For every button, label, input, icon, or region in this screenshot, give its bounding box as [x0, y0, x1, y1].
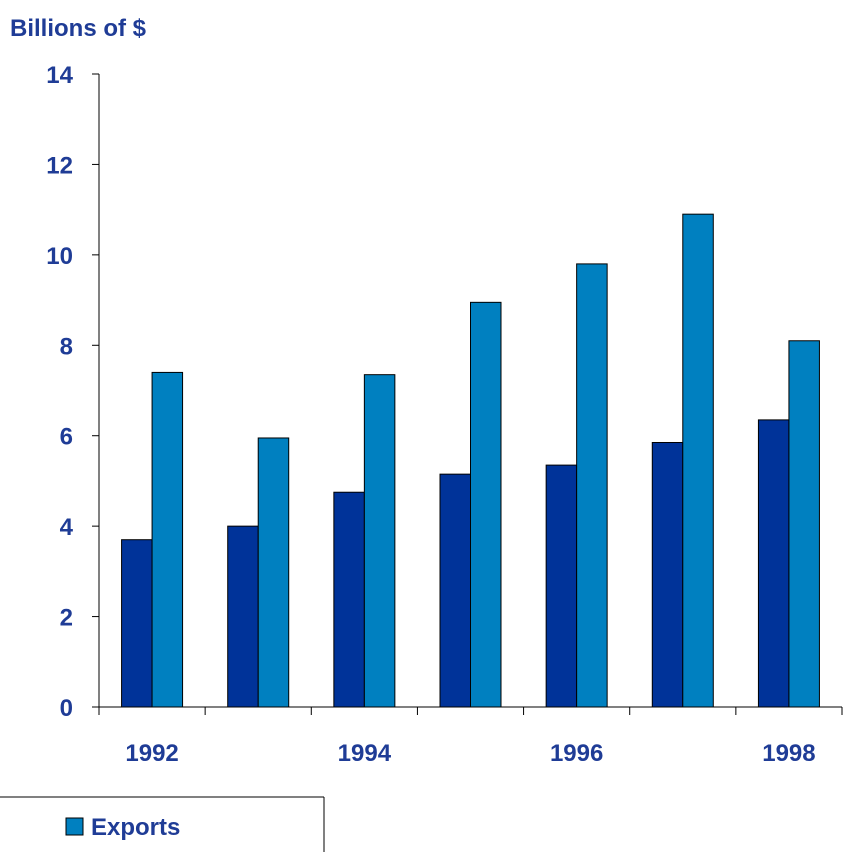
- x-tick-label: 1998: [762, 740, 815, 767]
- y-tick-label: 6: [60, 424, 73, 451]
- bar-exports-1997: [682, 213, 714, 708]
- bar-exports-1993: [257, 437, 290, 708]
- y-tick-label: 10: [46, 243, 73, 270]
- bar-exports-1996: [576, 263, 608, 708]
- legend-label-exports: Exports: [91, 814, 180, 841]
- bar-series-1-1997: [651, 441, 684, 708]
- x-tick-label: 1996: [550, 740, 603, 767]
- y-tick-label: 0: [60, 695, 73, 722]
- bar-exports-1994: [363, 374, 396, 708]
- x-axis-ticks: 1992 1994 1996 1998: [98, 707, 843, 767]
- legend-swatch-exports: [65, 817, 84, 836]
- bar-exports-1995: [470, 301, 502, 708]
- bar-series-1-1993: [227, 525, 259, 708]
- y-tick-label: 14: [46, 62, 73, 89]
- y-tick-label: 2: [60, 605, 73, 632]
- bar-series-1-1998: [757, 419, 790, 708]
- bar-series-1-1994: [333, 491, 365, 708]
- y-axis-ticks: 0 2 4 6 8 10 12 14: [46, 62, 99, 722]
- y-tick-label: 4: [60, 514, 74, 541]
- bars: [121, 213, 820, 708]
- bar-series-1-1996: [545, 464, 578, 708]
- x-tick-label: 1994: [338, 740, 392, 767]
- bar-exports-1992: [151, 371, 184, 708]
- y-tick-label: 12: [46, 152, 73, 179]
- y-tick-label: 8: [60, 333, 73, 360]
- bar-series-1-1995: [439, 473, 471, 708]
- legend: Exports: [0, 796, 325, 852]
- y-axis-label: Billions of $: [10, 15, 147, 42]
- bar-series-1-1992: [121, 539, 153, 708]
- x-tick-label: 1992: [125, 740, 178, 767]
- bar-exports-1998: [788, 340, 820, 708]
